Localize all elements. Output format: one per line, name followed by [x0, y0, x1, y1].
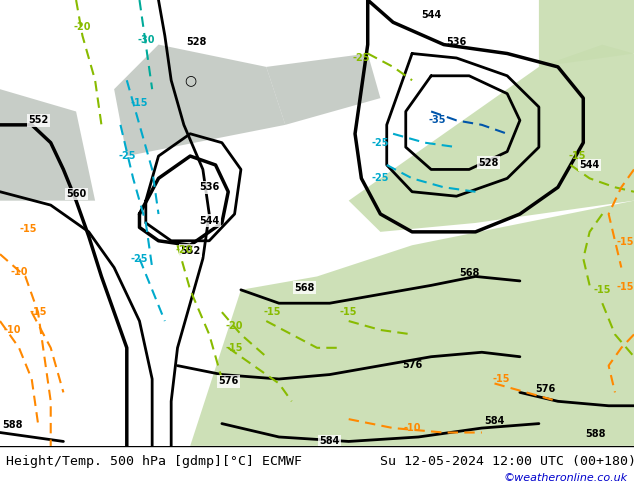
Text: Su 12-05-2024 12:00 UTC (00+180): Su 12-05-2024 12:00 UTC (00+180) [380, 455, 634, 468]
Text: 576: 576 [218, 376, 238, 386]
Text: 576: 576 [535, 384, 555, 394]
Polygon shape [190, 201, 634, 446]
Text: -10: -10 [10, 267, 28, 277]
Text: -30: -30 [137, 35, 155, 45]
Text: -20: -20 [175, 245, 193, 255]
Text: -15: -15 [19, 224, 37, 234]
Text: -15: -15 [29, 307, 47, 317]
Text: 528: 528 [186, 37, 207, 47]
Text: Height/Temp. 500 hPa [gdmp][°C] ECMWF: Height/Temp. 500 hPa [gdmp][°C] ECMWF [6, 455, 302, 468]
Text: -15: -15 [492, 374, 510, 384]
Text: -25: -25 [372, 173, 389, 183]
Text: -10: -10 [4, 325, 22, 335]
Text: -15: -15 [226, 343, 243, 353]
Text: -25: -25 [372, 138, 389, 147]
Text: 544: 544 [579, 160, 600, 170]
Text: 560: 560 [66, 189, 86, 199]
Text: 544: 544 [421, 10, 441, 20]
Text: -15: -15 [593, 285, 611, 295]
Text: ©weatheronline.co.uk: ©weatheronline.co.uk [503, 473, 628, 483]
Text: -15: -15 [616, 282, 634, 292]
Text: 536: 536 [446, 37, 467, 47]
Text: 544: 544 [421, 0, 441, 2]
Text: 588: 588 [586, 429, 606, 439]
Polygon shape [266, 53, 380, 125]
Text: -25: -25 [118, 151, 136, 161]
Text: 568: 568 [294, 283, 314, 293]
Text: -20: -20 [226, 320, 243, 331]
Text: -15: -15 [616, 237, 634, 247]
Text: 544: 544 [199, 216, 219, 226]
Text: 576: 576 [402, 360, 422, 370]
Text: 568: 568 [459, 269, 479, 278]
Polygon shape [0, 89, 95, 201]
Text: 584: 584 [484, 416, 505, 426]
Text: 552: 552 [28, 115, 48, 125]
Text: -15: -15 [568, 151, 586, 161]
Text: -10: -10 [403, 423, 421, 433]
Text: 584: 584 [320, 437, 340, 446]
Text: 552: 552 [180, 245, 200, 256]
Text: -15: -15 [264, 307, 281, 317]
Polygon shape [539, 0, 634, 67]
Text: 588: 588 [3, 420, 23, 430]
Text: -15: -15 [340, 307, 358, 317]
Text: 528: 528 [478, 158, 498, 168]
Text: -15: -15 [131, 98, 148, 108]
Text: -25: -25 [353, 53, 370, 63]
Text: -20: -20 [74, 22, 91, 32]
Polygon shape [349, 45, 634, 232]
Polygon shape [114, 45, 285, 156]
Text: ○: ○ [184, 74, 197, 87]
Text: -35: -35 [429, 115, 446, 125]
Text: 536: 536 [199, 182, 219, 192]
Text: -25: -25 [131, 254, 148, 264]
